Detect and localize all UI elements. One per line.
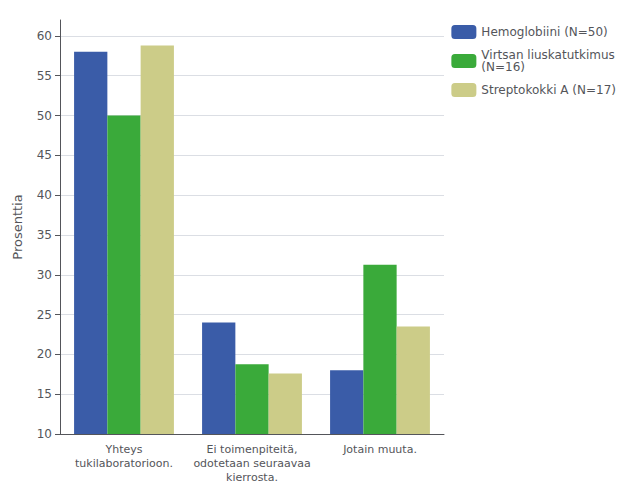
svg-text:kierrosta.: kierrosta. bbox=[226, 471, 278, 484]
svg-text:tukilaboratorioon.: tukilaboratorioon. bbox=[75, 457, 173, 470]
svg-text:odotetaan seuraavaa: odotetaan seuraavaa bbox=[193, 457, 310, 470]
svg-text:20: 20 bbox=[37, 347, 52, 361]
svg-text:(N=16): (N=16) bbox=[481, 60, 525, 74]
svg-text:40: 40 bbox=[37, 188, 52, 202]
svg-text:25: 25 bbox=[37, 308, 52, 322]
svg-text:60: 60 bbox=[37, 29, 52, 43]
svg-text:55: 55 bbox=[37, 69, 52, 83]
svg-text:30: 30 bbox=[37, 268, 52, 282]
svg-text:Ei toimenpiteitä,: Ei toimenpiteitä, bbox=[207, 443, 298, 456]
svg-text:45: 45 bbox=[37, 148, 52, 162]
svg-text:35: 35 bbox=[37, 228, 52, 242]
svg-text:50: 50 bbox=[37, 109, 52, 123]
svg-text:15: 15 bbox=[37, 387, 52, 401]
svg-text:10: 10 bbox=[37, 427, 52, 441]
svg-text:Hemoglobiini (N=50): Hemoglobiini (N=50) bbox=[481, 25, 607, 39]
svg-text:Streptokokki A (N=17): Streptokokki A (N=17) bbox=[481, 83, 616, 97]
svg-text:Prosenttia: Prosenttia bbox=[10, 194, 25, 259]
svg-text:Jotain muuta.: Jotain muuta. bbox=[342, 443, 417, 456]
svg-text:Virtsan liuskatutkimus: Virtsan liuskatutkimus bbox=[481, 48, 615, 62]
svg-text:Yhteys: Yhteys bbox=[104, 443, 142, 456]
